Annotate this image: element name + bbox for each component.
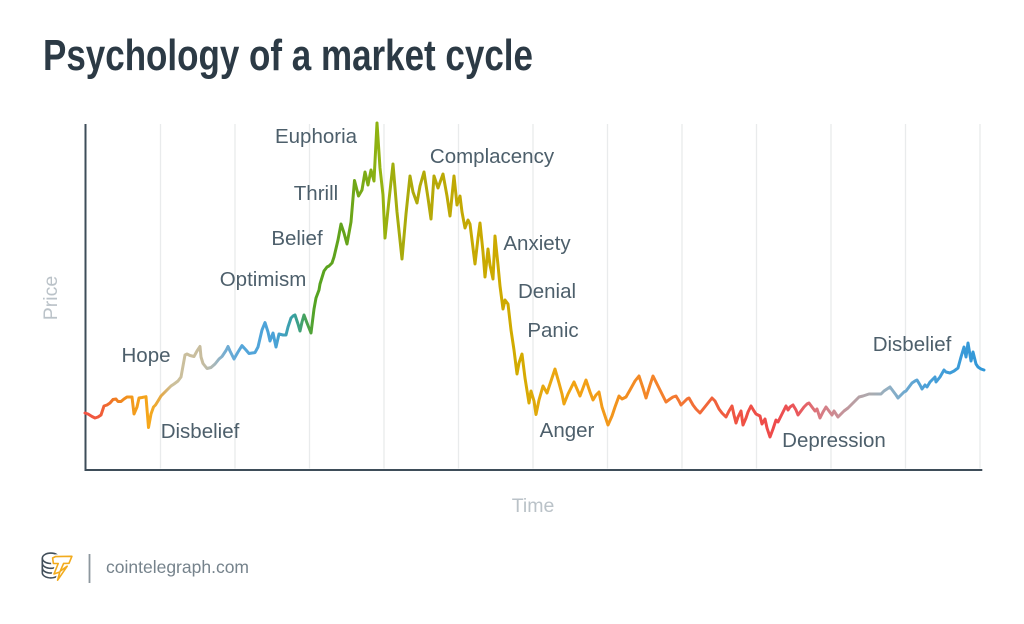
svg-text:Anger: Anger bbox=[540, 419, 595, 442]
svg-text:Panic: Panic bbox=[527, 319, 578, 342]
svg-text:Time: Time bbox=[512, 495, 555, 517]
svg-text:Price: Price bbox=[40, 276, 62, 320]
svg-text:Denial: Denial bbox=[518, 280, 576, 303]
svg-text:Optimism: Optimism bbox=[220, 268, 307, 291]
svg-text:Euphoria: Euphoria bbox=[275, 125, 358, 148]
svg-text:Thrill: Thrill bbox=[294, 182, 338, 205]
svg-text:Depression: Depression bbox=[782, 429, 886, 452]
svg-text:Complacency: Complacency bbox=[430, 145, 555, 168]
svg-text:Hope: Hope bbox=[121, 344, 170, 367]
svg-text:Disbelief: Disbelief bbox=[873, 333, 952, 356]
svg-text:Disbelief: Disbelief bbox=[161, 420, 240, 443]
svg-text:cointelegraph.com: cointelegraph.com bbox=[106, 557, 249, 577]
svg-text:Anxiety: Anxiety bbox=[503, 232, 571, 255]
svg-text:Belief: Belief bbox=[271, 227, 323, 250]
